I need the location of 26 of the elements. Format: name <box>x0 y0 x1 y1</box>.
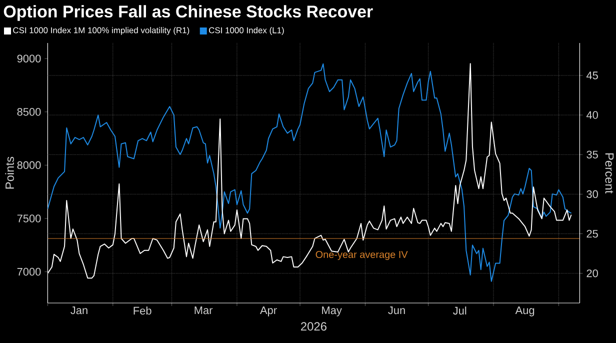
y-axis-title: Points <box>5 156 14 189</box>
y-tick-label: 7500 <box>17 214 41 222</box>
x-tick-label: May <box>322 306 342 316</box>
x-tick-label: Jun <box>388 306 405 314</box>
y2-tick-label: 30 <box>586 190 598 198</box>
legend-label: CSI 1000 Index (L1) <box>209 27 284 35</box>
x-axis-title: 2026 <box>301 322 326 331</box>
y-tick-label: 9000 <box>17 54 41 62</box>
y-tick-label: 7000 <box>17 268 41 276</box>
x-tick-label: Aug <box>515 306 534 316</box>
ref-line-label: One-year average IV <box>316 250 408 260</box>
y2-tick-label: 25 <box>586 230 598 238</box>
x-tick-label: Mar <box>194 306 213 314</box>
y2-tick-label: 20 <box>586 269 598 278</box>
x-tick-label: Feb <box>134 306 152 315</box>
y-tick-label: 8500 <box>17 108 41 116</box>
x-tick-label: Jan <box>70 306 88 314</box>
legend-label: CSI 1000 Index 1M 100% implied volatility (R1) <box>13 27 190 35</box>
x-tick-label: Apr <box>260 306 277 316</box>
y-tick-label: 8000 <box>17 161 41 170</box>
x-tick-label: Jul <box>453 306 466 315</box>
chart-title: Option Prices Fall as Chinese Stocks Recover <box>4 5 373 21</box>
y2-tick-label: 35 <box>586 150 598 158</box>
y2-tick-label: 40 <box>586 111 598 119</box>
y2-tick-label: 45 <box>586 72 598 80</box>
y2-axis-title: Percent <box>605 153 614 194</box>
